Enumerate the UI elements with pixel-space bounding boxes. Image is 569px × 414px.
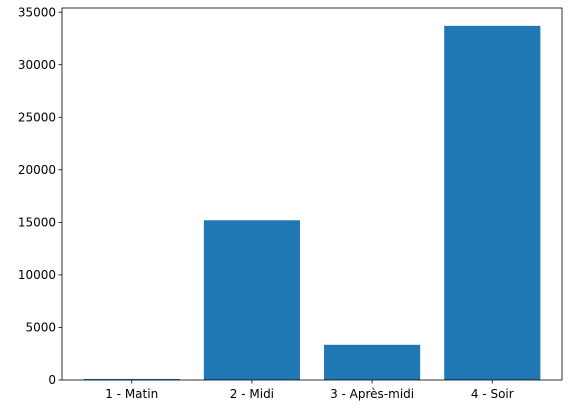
- x-tick-label: 1 - Matin: [105, 387, 158, 401]
- x-tick-label: 2 - Midi: [230, 387, 274, 401]
- y-tick-label: 10000: [18, 268, 56, 282]
- x-axis: 1 - Matin 2 - Midi 3 - Après-midi 4 - Soir: [105, 380, 514, 401]
- y-tick-label: 0: [48, 373, 56, 387]
- y-tick-label: 5000: [25, 321, 56, 335]
- y-tick-label: 35000: [18, 5, 56, 19]
- y-tick-label: 30000: [18, 58, 56, 72]
- axes-spines: [61, 7, 563, 381]
- y-tick-label: 20000: [18, 163, 56, 177]
- y-axis: 0 5000 10000 15000 20000 25000 30000 35000: [18, 5, 62, 387]
- x-tick-label: 4 - Soir: [471, 387, 514, 401]
- bar-1: [83, 378, 180, 380]
- bars-layer: [83, 25, 541, 381]
- x-tick-label: 3 - Après-midi: [330, 387, 414, 401]
- y-tick-label: 15000: [18, 216, 56, 230]
- bar-2: [203, 220, 300, 380]
- bar-4: [444, 25, 541, 381]
- plot-frame: [61, 7, 563, 381]
- bar-3: [324, 344, 421, 380]
- y-tick-label: 25000: [18, 110, 56, 124]
